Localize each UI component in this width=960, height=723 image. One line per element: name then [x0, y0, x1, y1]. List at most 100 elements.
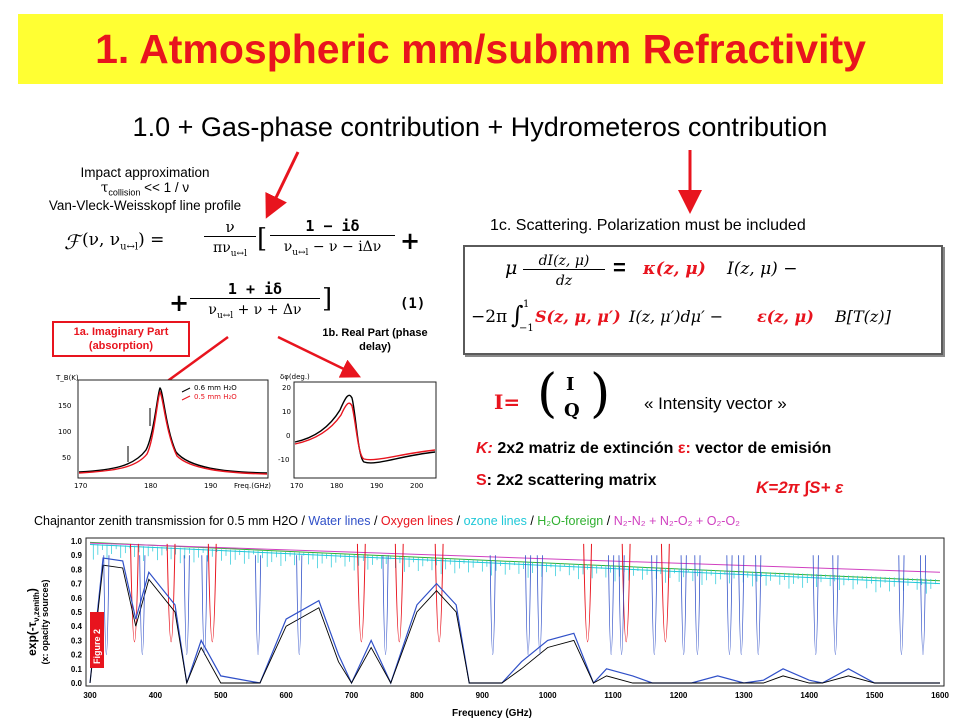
- spectrum-xtick: 1000: [539, 691, 557, 700]
- n2-continuum-line: [89, 542, 941, 573]
- water-line: [898, 555, 905, 655]
- arrow-to-plot-b: [277, 335, 361, 378]
- intensity-label: « Intensity vector »: [644, 394, 787, 413]
- spectrum-ytick: 0.1: [71, 665, 83, 674]
- k-formula: K=2π ∫S+ ε: [756, 478, 844, 497]
- water-line: [651, 555, 658, 655]
- total-transmission: [89, 564, 940, 685]
- spectrum-ytick: 0.7: [71, 580, 83, 589]
- plot-a-xtick: 180: [144, 482, 157, 490]
- spectrum-xtick: 1300: [735, 691, 753, 700]
- oxygen-line: [166, 543, 176, 642]
- rte-equation-box: μ dI(z, μ) dz = κ(z, μ) I(z, μ) − −2π ∫ …: [463, 245, 943, 355]
- spectrum-xtick: 1600: [931, 691, 949, 700]
- plot-a-ytick: 150: [58, 402, 71, 410]
- water-line: [296, 555, 303, 655]
- plot-b-ytick: -10: [278, 456, 289, 464]
- spectrum-ytick: 0.8: [71, 565, 83, 574]
- spectrum-xtick: 1500: [866, 691, 884, 700]
- plot-a-legend-0: 0.6 mm H₂O: [194, 384, 237, 392]
- spectrum-ytick: 0.4: [71, 622, 83, 631]
- paren-close: ): [590, 364, 611, 424]
- figure-tag-bg: [90, 612, 104, 668]
- oxygen-line: [621, 543, 631, 642]
- water-line: [608, 555, 615, 655]
- label-real-part: 1b. Real Part (phase delay): [322, 327, 428, 353]
- spectrum-ytick: 0.2: [71, 651, 83, 660]
- water-line: [255, 555, 262, 655]
- plot-a-xlabel: Freq.(GHz): [234, 482, 271, 490]
- water-line: [755, 555, 762, 655]
- spectrum-xtick: 800: [410, 691, 424, 700]
- oxygen-line: [130, 543, 139, 642]
- water-line: [738, 555, 745, 655]
- spectrum-xtick: 1200: [670, 691, 688, 700]
- spectrum-xtick: 600: [279, 691, 293, 700]
- plot-a-ylabel: T_B(K): [55, 374, 79, 382]
- water-line: [726, 555, 733, 655]
- paren-open: (: [537, 364, 558, 424]
- water-line: [680, 555, 687, 655]
- plot-b-ytick: 20: [282, 384, 291, 392]
- plot-b-xtick: 190: [370, 482, 383, 490]
- plot-b-curve-black: [294, 394, 436, 464]
- water-line: [694, 555, 701, 655]
- plot-b-curve-red: [294, 402, 436, 461]
- spectrum-ytick: 1.0: [71, 537, 83, 546]
- plot-b-xtick: 170: [290, 482, 303, 490]
- vvw-formula: ℱ (ν, νu↔l) = ν πνu↔l [ 1 − iδ νu↔l − ν …: [64, 217, 426, 321]
- plot-a-curve-red: [78, 390, 268, 475]
- water-line: [489, 555, 496, 655]
- spectrum-xtick: 1400: [800, 691, 818, 700]
- intensity-top: I: [566, 374, 575, 395]
- water-line: [618, 555, 625, 655]
- water-line: [536, 555, 543, 655]
- plot-a-legend-1: 0.5 mm H₂O: [194, 393, 237, 401]
- spectrum-ytick: 0.5: [71, 608, 83, 617]
- spectrum-ytick: 0.3: [71, 636, 83, 645]
- absorption-plot-svg: T_B(K) 150 100 50 170 180 190 Freq.(GHz)…: [55, 374, 271, 490]
- spectrum-ytick: 0.6: [71, 594, 83, 603]
- arrow-gas-phase: [265, 151, 300, 219]
- spectrum-ytick: 0.9: [71, 551, 83, 560]
- subtitle: 1.0 + Gas-phase contribution + Hydromete…: [132, 112, 828, 142]
- spectrum-ylabel2: (x: opacity sources): [40, 579, 50, 664]
- oxygen-line: [434, 543, 444, 642]
- plot-b-xtick: 180: [330, 482, 343, 490]
- plot-b-ytick: 10: [282, 408, 291, 416]
- plot-a-curve-black: [78, 387, 268, 474]
- oxygen-line: [394, 543, 404, 642]
- plot-b-xtick: 200: [410, 482, 423, 490]
- plot-a-xtick: 170: [74, 482, 87, 490]
- water-line: [382, 555, 389, 655]
- oxygen-line: [207, 543, 217, 642]
- spectrum-caption: Chajnantor zenith transmission for 0.5 m…: [34, 514, 741, 528]
- plot-b-ylabel: δφ(deg.): [280, 373, 310, 381]
- spectrum-ytick: 0.0: [71, 679, 83, 688]
- water-line: [103, 555, 110, 655]
- phase-delay-plot-svg: δφ(deg.) 20 10 0 -10 170 180 190 200: [278, 373, 437, 490]
- title-banner: 1. Atmospheric mm/submm Refractivity: [18, 14, 943, 84]
- oxygen-line: [583, 543, 592, 642]
- plot-a-ytick: 100: [58, 428, 71, 436]
- phase-delay-plot: δφ(deg.) 20 10 0 -10 170 180 190 200: [274, 370, 442, 496]
- spectrum-xtick: 500: [214, 691, 228, 700]
- impact-approx-text: Impact approximation τcollision << 1 / ν…: [48, 165, 242, 213]
- scattering-title: 1c. Scattering. Polarization must be inc…: [490, 217, 806, 234]
- oxygen-line: [660, 543, 670, 642]
- spectrum-xtick: 1100: [604, 691, 622, 700]
- spectrum-xtick: 300: [83, 691, 97, 700]
- intensity-lhs: I=: [494, 390, 521, 414]
- slide-title: 1. Atmospheric mm/submm Refractivity: [95, 26, 866, 72]
- water-line: [812, 555, 819, 655]
- absorption-plot: T_B(K) 150 100 50 170 180 190 Freq.(GHz)…: [54, 370, 276, 496]
- label-imaginary-part: 1a. Imaginary Part (absorption): [52, 321, 190, 357]
- plot-a-ytick: 50: [62, 454, 71, 462]
- water-line: [919, 555, 927, 655]
- oxygen-line: [356, 543, 366, 642]
- s-definition: S: 2x2 scattering matrix: [476, 472, 657, 489]
- water-line: [201, 555, 208, 655]
- spectrum-xtick: 700: [345, 691, 359, 700]
- figure-tag: Figure 2: [92, 629, 102, 664]
